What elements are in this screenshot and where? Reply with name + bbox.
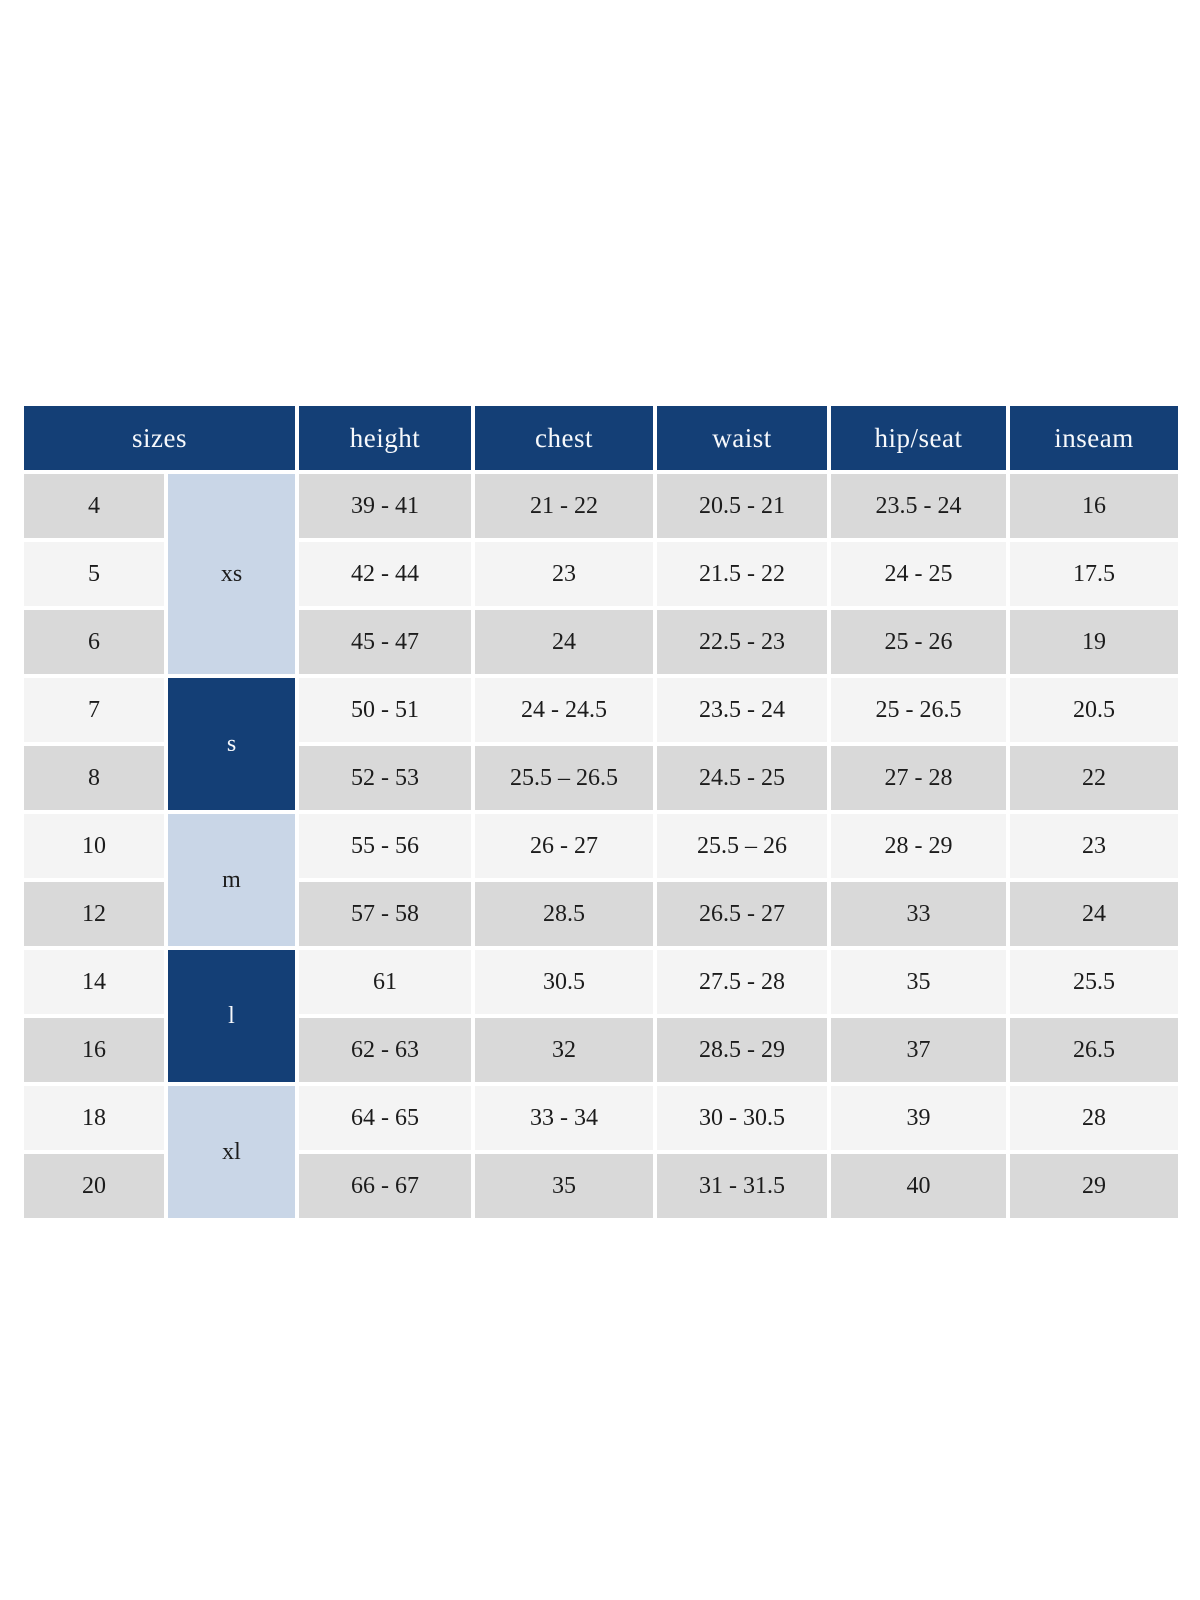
hip-seat-cell: 35	[831, 950, 1007, 1014]
waist-cell: 27.5 - 28	[657, 950, 828, 1014]
height-cell: 52 - 53	[299, 746, 472, 810]
hip-seat-cell: 27 - 28	[831, 746, 1007, 810]
table-row: 18 xl 64 - 65 33 - 34 30 - 30.5 39 28	[24, 1086, 1179, 1218]
height-cell: 62 - 63	[299, 1018, 472, 1082]
table-row: 8 52 - 53 25.5 – 26.5 24.5 - 25 27 - 28 …	[24, 746, 1179, 810]
size-number-cell: 7	[24, 678, 164, 742]
size-number-cell: 5	[24, 542, 164, 606]
table-row: 6 45 - 47 24 22.5 - 23 25 - 26 19	[24, 610, 1179, 674]
hip-seat-cell: 23.5 - 24	[831, 474, 1007, 538]
column-header-chest: chest	[475, 406, 654, 470]
waist-cell: 26.5 - 27	[657, 882, 828, 946]
chest-cell: 24	[475, 610, 654, 674]
table-row: 7 s 50 - 51 24 - 24.5 23.5 - 24 25 - 26.…	[24, 678, 1179, 810]
chest-cell: 30.5	[475, 950, 654, 1014]
hip-seat-cell: 39	[831, 1086, 1007, 1150]
hip-seat-cell: 37	[831, 1018, 1007, 1082]
waist-cell: 30 - 30.5	[657, 1086, 828, 1150]
chest-cell: 23	[475, 542, 654, 606]
inseam-cell: 28	[1010, 1086, 1179, 1150]
inseam-cell: 20.5	[1010, 678, 1179, 742]
column-header-inseam: inseam	[1010, 406, 1179, 470]
size-number-cell: 4	[24, 474, 164, 538]
size-number-cell: 6	[24, 610, 164, 674]
height-cell: 39 - 41	[299, 474, 472, 538]
hip-seat-cell: 25 - 26	[831, 610, 1007, 674]
size-chart-table: sizes height chest waist hip/seat inseam…	[20, 402, 1183, 1222]
waist-cell: 21.5 - 22	[657, 542, 828, 606]
inseam-cell: 17.5	[1010, 542, 1179, 606]
height-cell: 66 - 67	[299, 1154, 472, 1218]
inseam-cell: 24	[1010, 882, 1179, 946]
height-cell: 55 - 56	[299, 814, 472, 878]
waist-cell: 24.5 - 25	[657, 746, 828, 810]
table-row: 14 l 61 30.5 27.5 - 28 35 25.5	[24, 950, 1179, 1082]
size-group-cell-xs: xs	[168, 474, 296, 674]
waist-cell: 25.5 – 26	[657, 814, 828, 878]
inseam-cell: 26.5	[1010, 1018, 1179, 1082]
inseam-cell: 23	[1010, 814, 1179, 878]
column-header-waist: waist	[657, 406, 828, 470]
table-row: 10 m 55 - 56 26 - 27 25.5 – 26 28 - 29 2…	[24, 814, 1179, 946]
waist-cell: 20.5 - 21	[657, 474, 828, 538]
inseam-cell: 22	[1010, 746, 1179, 810]
waist-cell: 22.5 - 23	[657, 610, 828, 674]
height-cell: 64 - 65	[299, 1086, 472, 1150]
waist-cell: 23.5 - 24	[657, 678, 828, 742]
table-row: 12 57 - 58 28.5 26.5 - 27 33 24	[24, 882, 1179, 946]
column-header-height: height	[299, 406, 472, 470]
size-group-cell-s: s	[168, 678, 296, 810]
chest-cell: 21 - 22	[475, 474, 654, 538]
inseam-cell: 19	[1010, 610, 1179, 674]
size-number-cell: 14	[24, 950, 164, 1014]
inseam-cell: 16	[1010, 474, 1179, 538]
inseam-cell: 29	[1010, 1154, 1179, 1218]
chest-cell: 24 - 24.5	[475, 678, 654, 742]
height-cell: 50 - 51	[299, 678, 472, 742]
hip-seat-cell: 24 - 25	[831, 542, 1007, 606]
size-number-cell: 12	[24, 882, 164, 946]
size-group-cell-l: l	[168, 950, 296, 1082]
height-cell: 57 - 58	[299, 882, 472, 946]
header-row: sizes height chest waist hip/seat inseam	[24, 406, 1179, 470]
table-row: 20 66 - 67 35 31 - 31.5 40 29	[24, 1154, 1179, 1218]
size-number-cell: 16	[24, 1018, 164, 1082]
size-number-cell: 20	[24, 1154, 164, 1218]
column-header-sizes: sizes	[24, 406, 296, 470]
hip-seat-cell: 40	[831, 1154, 1007, 1218]
waist-cell: 28.5 - 29	[657, 1018, 828, 1082]
size-group-cell-m: m	[168, 814, 296, 946]
size-number-cell: 8	[24, 746, 164, 810]
table-row: 5 42 - 44 23 21.5 - 22 24 - 25 17.5	[24, 542, 1179, 606]
column-header-hip-seat: hip/seat	[831, 406, 1007, 470]
height-cell: 45 - 47	[299, 610, 472, 674]
inseam-cell: 25.5	[1010, 950, 1179, 1014]
hip-seat-cell: 28 - 29	[831, 814, 1007, 878]
table-row: 16 62 - 63 32 28.5 - 29 37 26.5	[24, 1018, 1179, 1082]
height-cell: 42 - 44	[299, 542, 472, 606]
size-group-cell-xl: xl	[168, 1086, 296, 1218]
hip-seat-cell: 25 - 26.5	[831, 678, 1007, 742]
chest-cell: 35	[475, 1154, 654, 1218]
chest-cell: 26 - 27	[475, 814, 654, 878]
size-number-cell: 18	[24, 1086, 164, 1150]
size-number-cell: 10	[24, 814, 164, 878]
waist-cell: 31 - 31.5	[657, 1154, 828, 1218]
height-cell: 61	[299, 950, 472, 1014]
hip-seat-cell: 33	[831, 882, 1007, 946]
chest-cell: 33 - 34	[475, 1086, 654, 1150]
chest-cell: 28.5	[475, 882, 654, 946]
table-row: 4 xs 39 - 41 21 - 22 20.5 - 21 23.5 - 24…	[24, 474, 1179, 674]
chest-cell: 25.5 – 26.5	[475, 746, 654, 810]
chest-cell: 32	[475, 1018, 654, 1082]
